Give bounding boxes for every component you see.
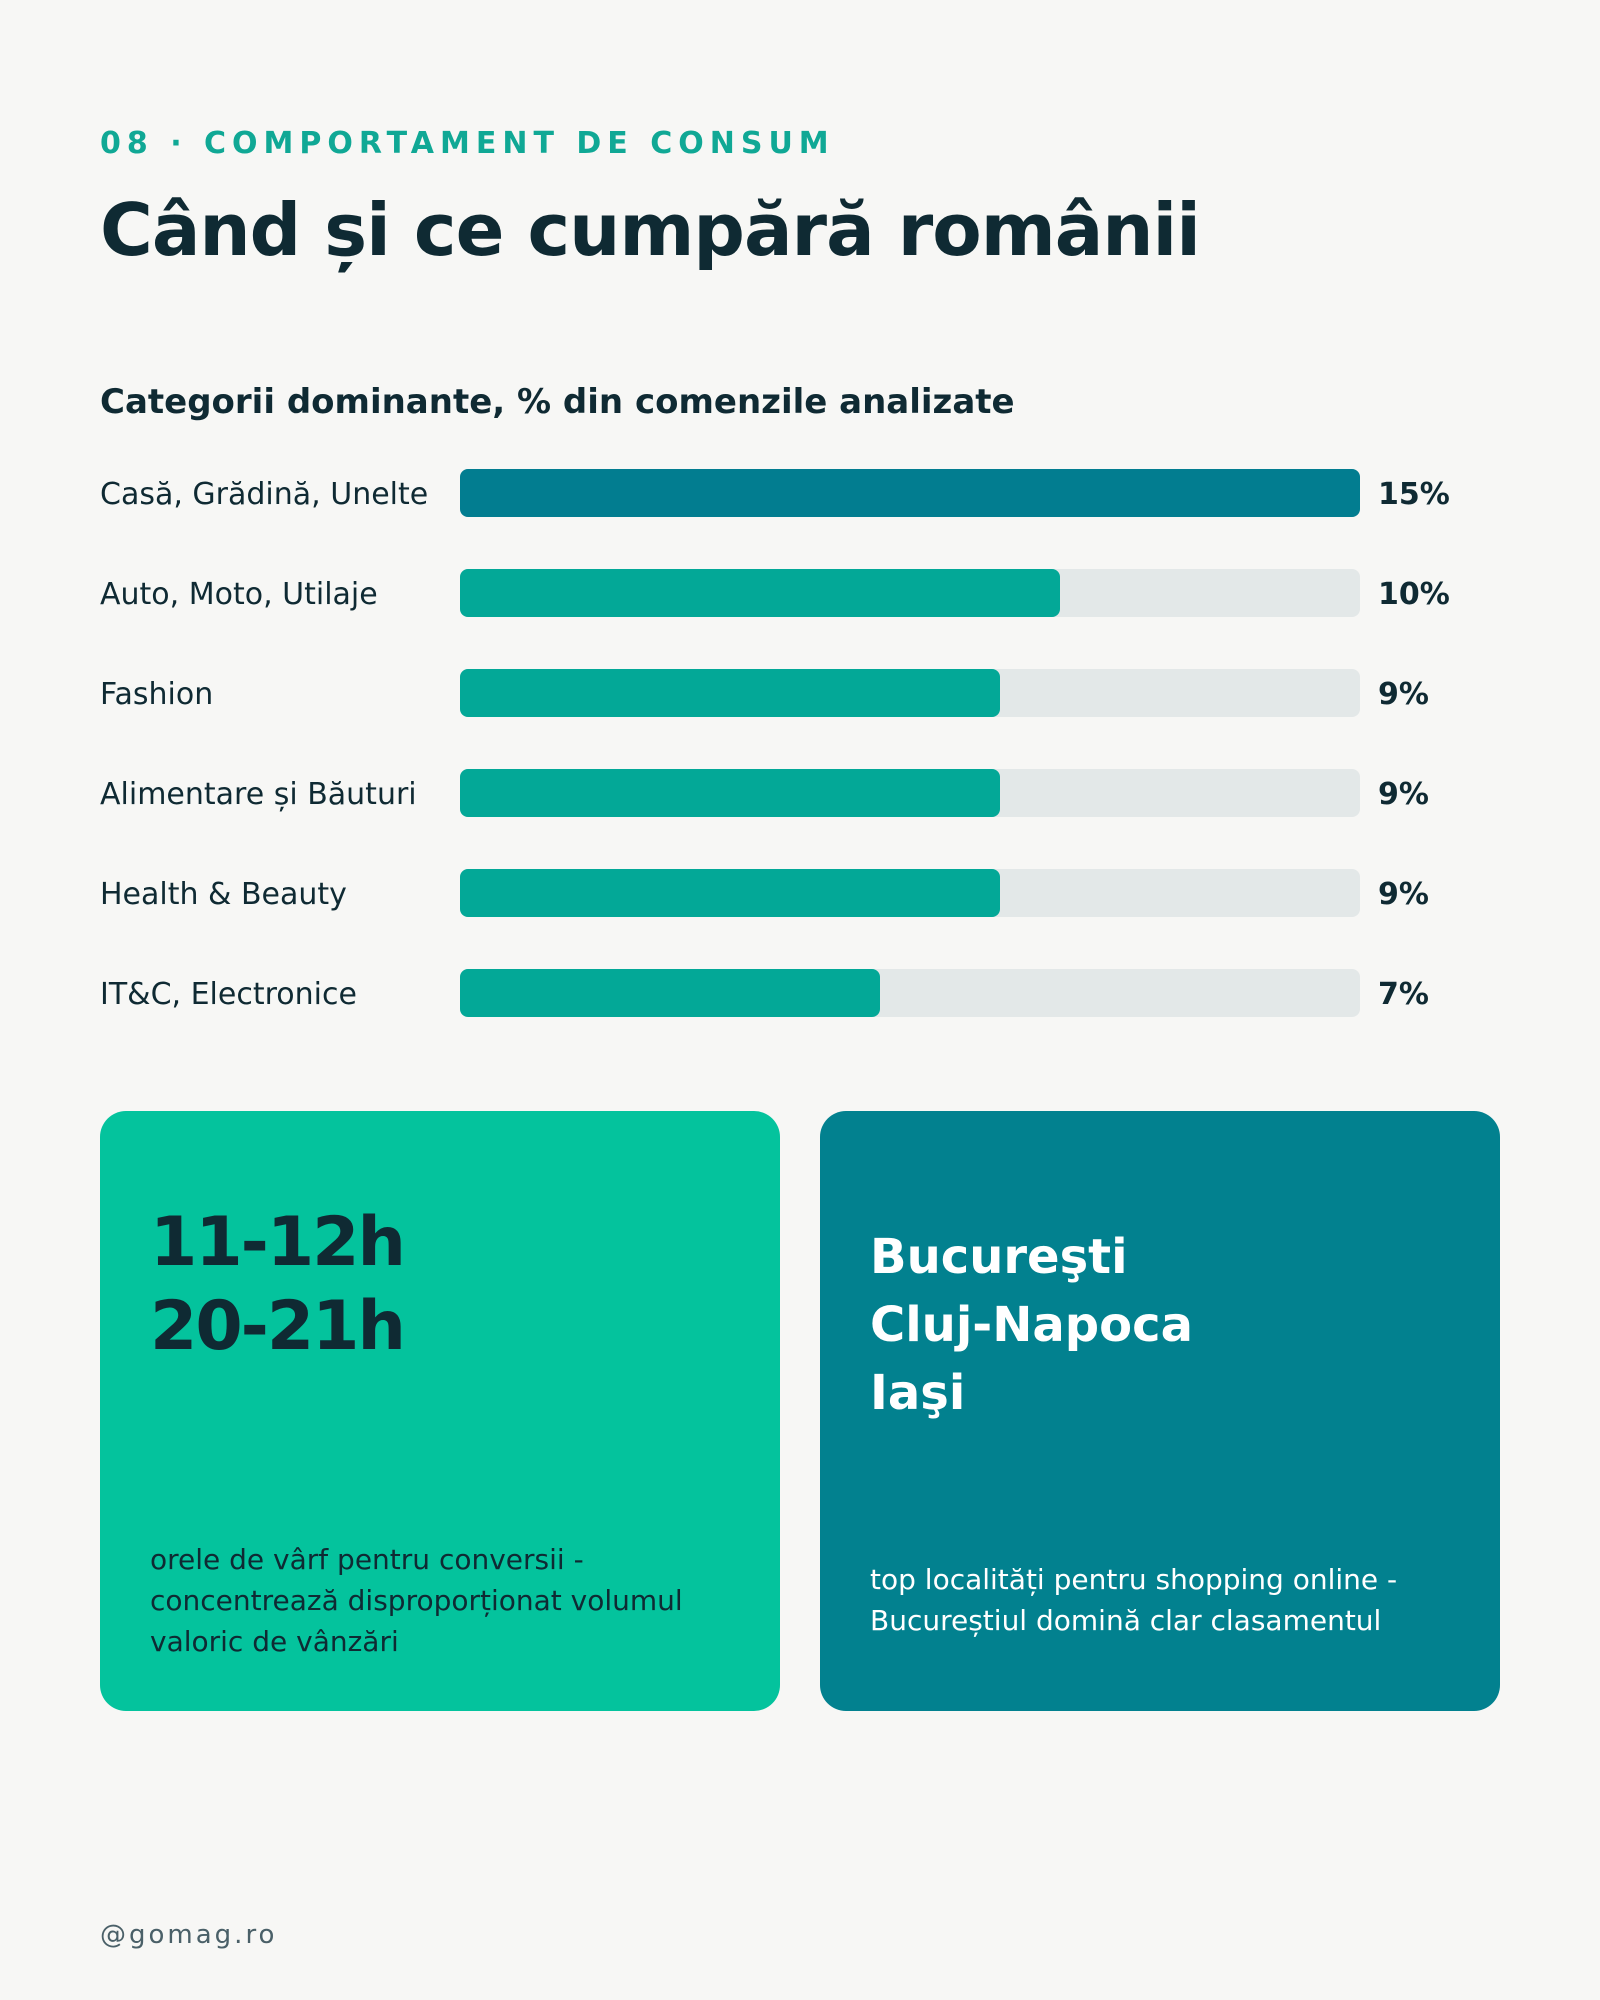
top-cities-card: Bucureşti Cluj-Napoca Iaşi top localităț… [820,1111,1500,1711]
peak-hour-1: 11-12h [150,1203,406,1282]
eyebrow-label: 08 · COMPORTAMENT DE CONSUM [100,126,835,161]
top-cities-description: top localități pentru shopping online - … [870,1563,1398,1637]
category-label: IT&C, Electronice [100,977,357,1012]
top-cities-values: Bucureşti Cluj-Napoca Iaşi [870,1223,1193,1427]
page-title: Când și ce cumpără românii [100,188,1201,272]
value-label: 9% [1378,777,1429,812]
peak-hours-values: 11-12h 20-21h [150,1201,406,1369]
bar [460,569,1060,617]
bar [460,669,1000,717]
category-label: Auto, Moto, Utilaje [100,577,378,612]
category-label: Casă, Grădină, Unelte [100,477,428,512]
footer-handle: @gomag.ro [100,1920,278,1950]
value-label: 15% [1378,477,1450,512]
chart-title: Categorii dominante, % din comenzile ana… [100,382,1015,422]
peak-hour-2: 20-21h [150,1287,406,1366]
value-label: 9% [1378,677,1429,712]
city-2: Cluj-Napoca [870,1297,1193,1353]
value-label: 9% [1378,877,1429,912]
category-label: Health & Beauty [100,877,347,912]
bar [460,469,1360,517]
category-label: Fashion [100,677,213,712]
peak-hours-card: 11-12h 20-21h orele de vârf pentru conve… [100,1111,780,1711]
city-1: Bucureşti [870,1229,1128,1285]
city-3: Iaşi [870,1365,966,1421]
bar [460,869,1000,917]
value-label: 10% [1378,577,1450,612]
peak-hours-description: orele de vârf pentru conversii - concent… [150,1543,683,1658]
value-label: 7% [1378,977,1429,1012]
category-label: Alimentare și Băuturi [100,777,417,812]
bar [460,769,1000,817]
bar [460,969,880,1017]
